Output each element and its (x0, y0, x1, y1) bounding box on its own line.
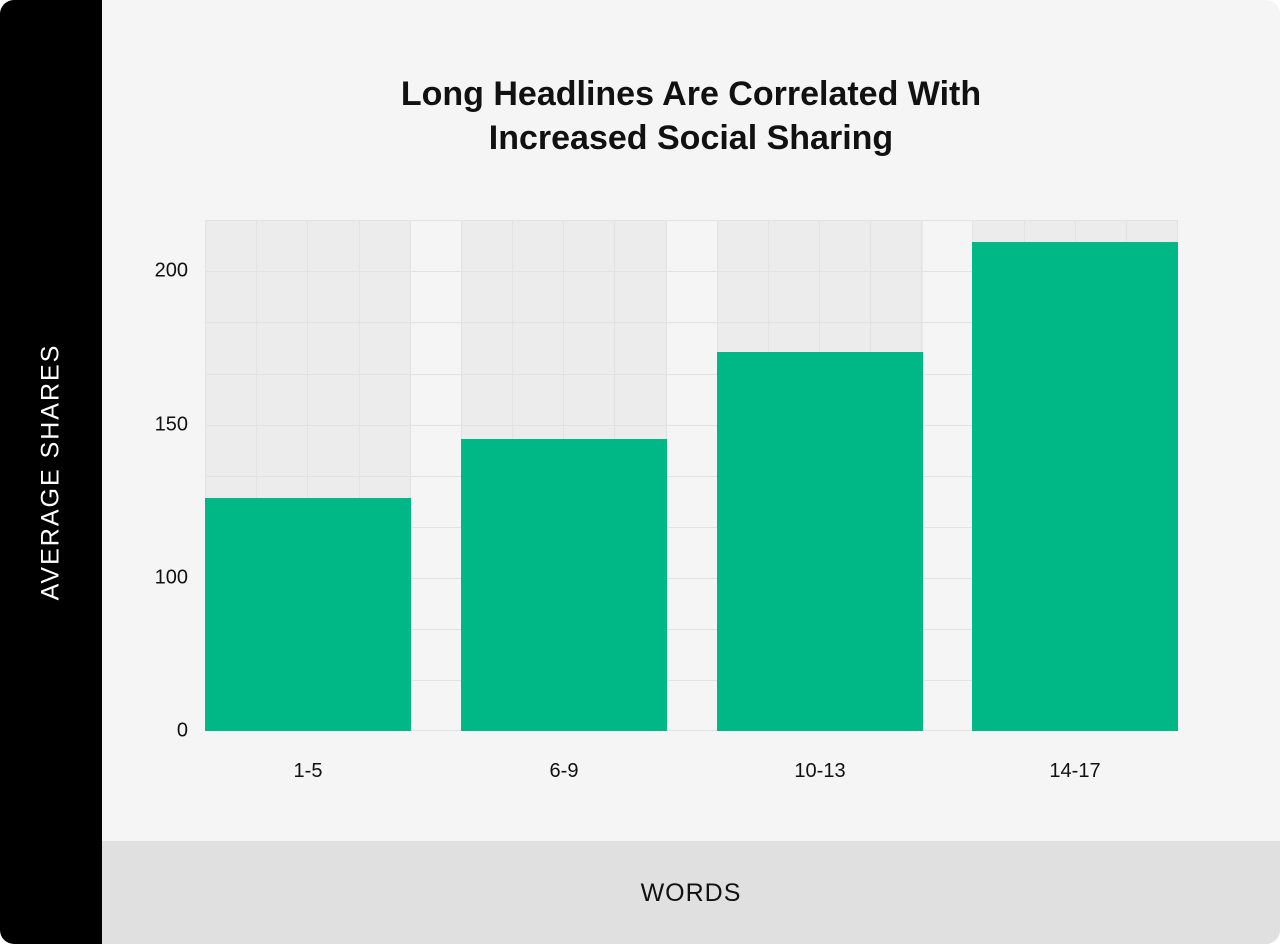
gridline (205, 322, 1178, 323)
bar-6-9 (461, 439, 667, 731)
y-tick-label: 150 (154, 413, 188, 436)
chart-title-line-1: Long Headlines Are Correlated With (400, 75, 982, 113)
gridline (205, 578, 1178, 579)
x-axis-band: WORDS (102, 841, 1280, 944)
gridline (205, 730, 1178, 731)
y-tick-label: 0 (176, 719, 188, 742)
gridline (205, 629, 1178, 630)
gridline (205, 476, 1178, 477)
gridline (307, 220, 308, 731)
y-axis-band: AVERAGE SHARES (0, 0, 102, 944)
gridline (205, 220, 206, 731)
gridline (410, 220, 411, 731)
x-tick-label: 10-13 (794, 760, 846, 782)
y-tick-label: 100 (154, 566, 188, 589)
y-tick-label: 200 (154, 259, 188, 282)
chart-title: Long Headlines Are Correlated With Incre… (102, 72, 1280, 160)
gridline (205, 374, 1178, 375)
x-tick-label: 6-9 (549, 760, 579, 782)
gridline (359, 220, 360, 731)
bar-14-17 (972, 242, 1178, 731)
chart-title-line-2: Increased Social Sharing (488, 119, 894, 157)
gridline (205, 680, 1178, 681)
bar-1-5 (205, 498, 411, 731)
bar-10-13 (717, 352, 923, 731)
x-tick-label: 14-17 (1049, 760, 1101, 782)
gridline (205, 527, 1178, 528)
x-tick-label: 1-5 (293, 760, 323, 782)
gridline (205, 271, 1178, 272)
gridline (205, 220, 1178, 221)
y-axis-label: AVERAGE SHARES (36, 343, 65, 601)
x-axis-label: WORDS (640, 879, 742, 907)
plot-area (205, 220, 1178, 731)
gridline (256, 220, 257, 731)
gridline (205, 425, 1178, 426)
